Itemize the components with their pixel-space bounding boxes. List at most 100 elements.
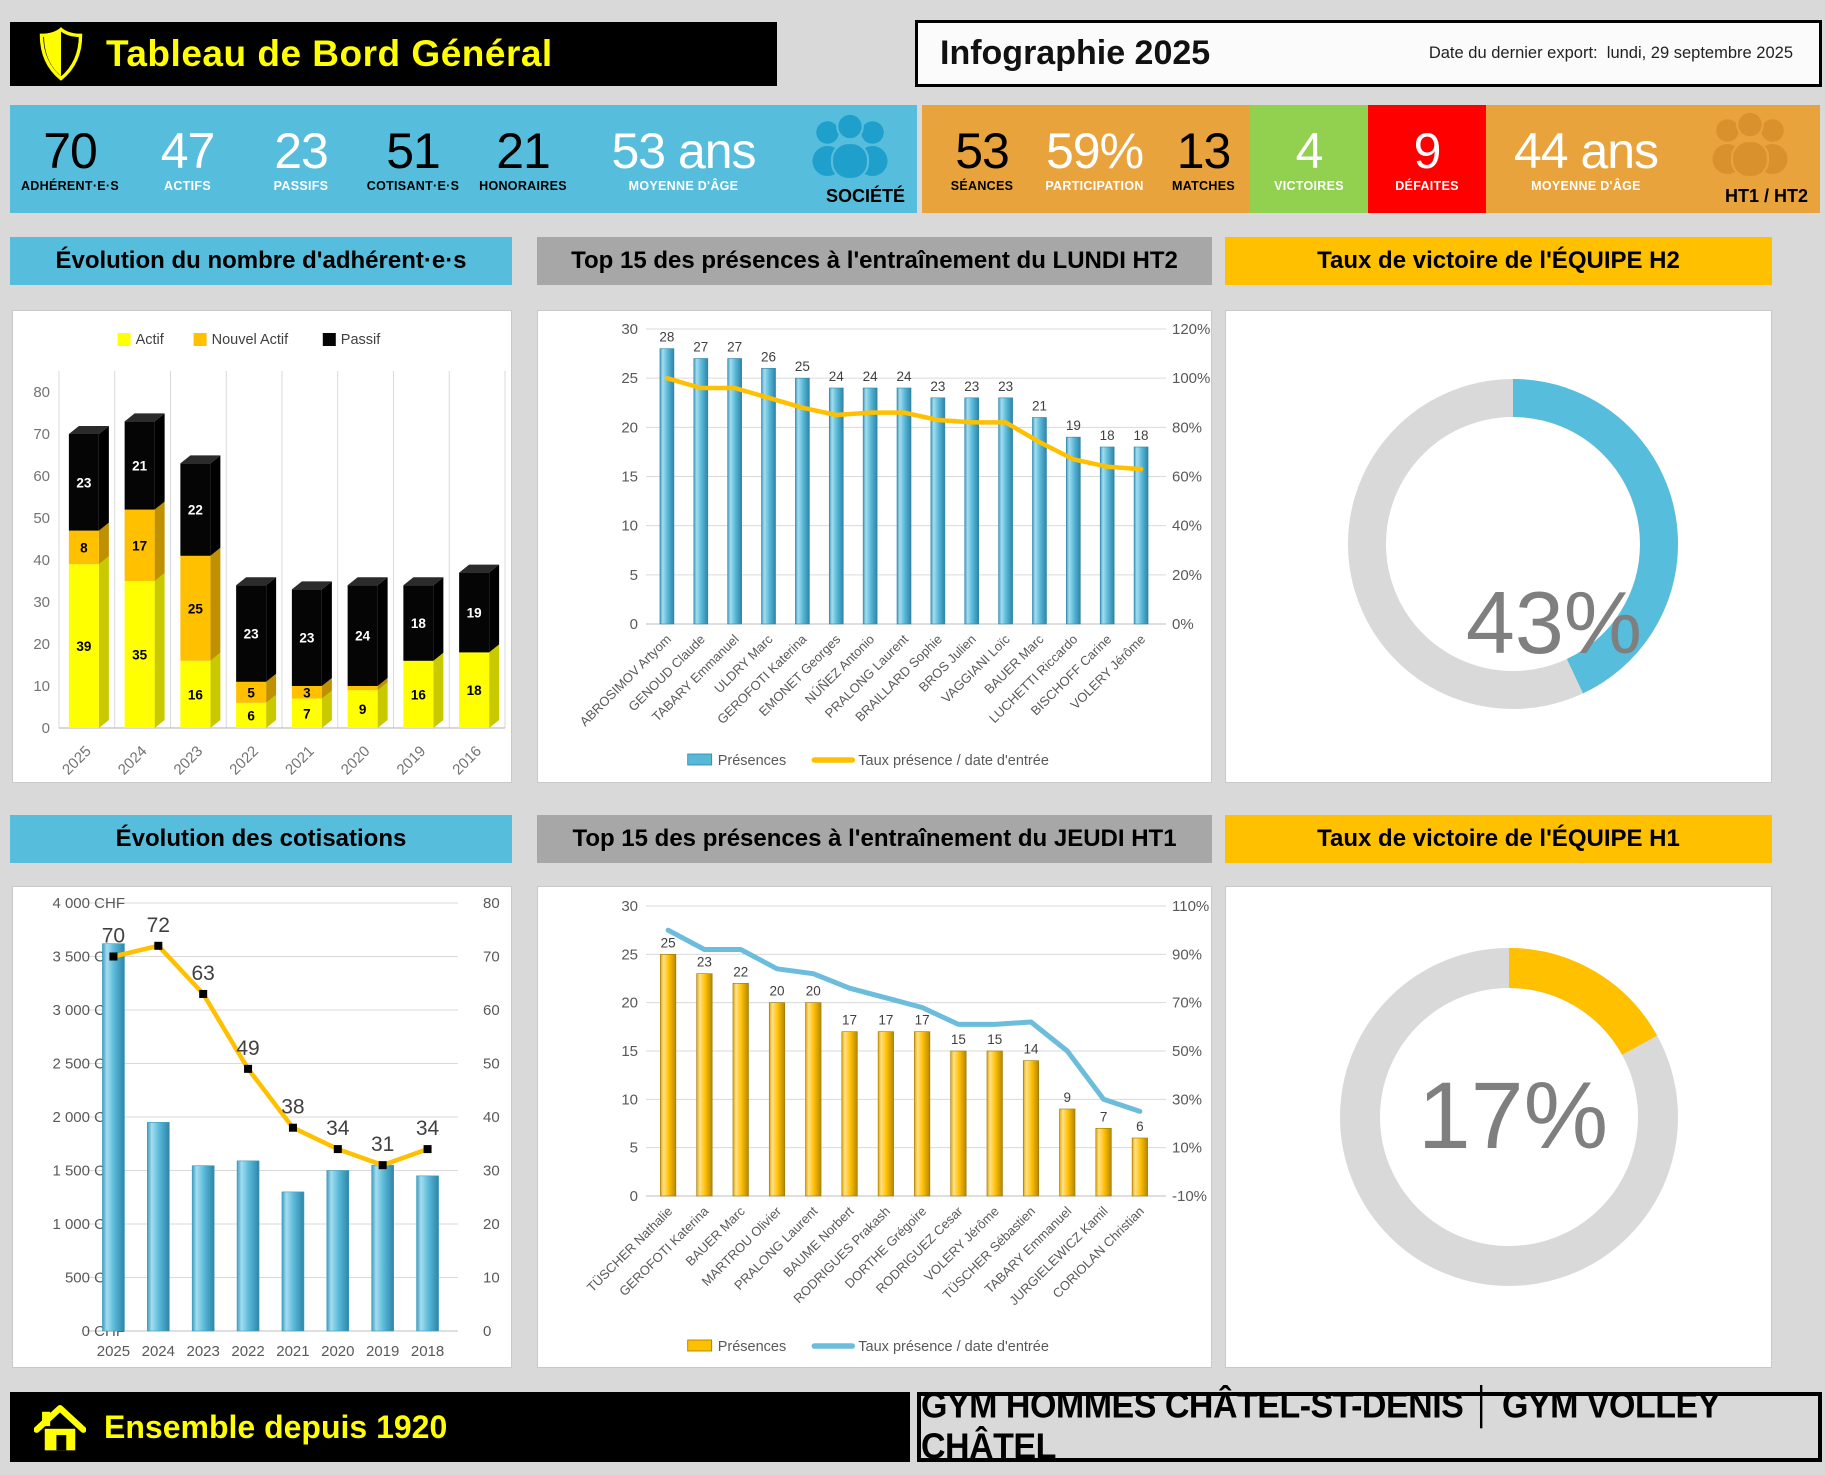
svg-text:22: 22 bbox=[733, 964, 748, 979]
svg-text:9: 9 bbox=[359, 702, 367, 717]
kpi-value: 21 bbox=[496, 123, 551, 179]
h2-donut-chart: 43% bbox=[1348, 379, 1678, 709]
svg-text:16: 16 bbox=[411, 687, 427, 702]
kpi-label: VICTOIRES bbox=[1274, 179, 1344, 193]
svg-text:Taux présence / date d'entrée: Taux présence / date d'entrée bbox=[858, 753, 1049, 769]
svg-text:Actif: Actif bbox=[136, 332, 165, 348]
svg-text:2025: 2025 bbox=[97, 1343, 130, 1360]
svg-text:2022: 2022 bbox=[226, 743, 262, 779]
svg-text:40: 40 bbox=[33, 552, 50, 569]
svg-text:27: 27 bbox=[727, 340, 742, 355]
svg-text:60%: 60% bbox=[1172, 469, 1202, 486]
svg-text:2021: 2021 bbox=[282, 743, 318, 779]
kpi-value: 47 bbox=[160, 123, 216, 179]
section-title-h2: Taux de victoire de l'ÉQUIPE H2 bbox=[1225, 237, 1772, 285]
svg-text:0%: 0% bbox=[1172, 616, 1194, 633]
svg-text:60: 60 bbox=[33, 468, 50, 485]
svg-text:4 000 CHF: 4 000 CHF bbox=[52, 895, 125, 912]
svg-text:24: 24 bbox=[829, 369, 845, 384]
svg-text:24: 24 bbox=[355, 629, 371, 644]
svg-text:70: 70 bbox=[102, 925, 125, 948]
svg-text:25: 25 bbox=[621, 370, 638, 387]
svg-text:21: 21 bbox=[1032, 399, 1047, 414]
jeudi-chart: 0 5 10 15 20 25 30 -10% 10% 30% 50% 70% 90% 110% 25 23 2… bbox=[584, 898, 1209, 1355]
svg-text:19: 19 bbox=[1066, 418, 1081, 433]
kpi-seances: 53 SÉANCES bbox=[932, 105, 1032, 213]
svg-text:3: 3 bbox=[303, 685, 311, 700]
adherents-chart-panel: Actif Nouvel Actif Passif 0 10 20 30 40 50 60 70 80… bbox=[12, 310, 512, 783]
kpi-defaites: 9 DÉFAITES bbox=[1368, 105, 1486, 213]
svg-text:17: 17 bbox=[878, 1013, 893, 1028]
svg-text:20: 20 bbox=[621, 419, 638, 436]
societe-cell: SOCIÉTÉ bbox=[790, 105, 917, 213]
h2-donut-panel: 43% bbox=[1225, 310, 1772, 783]
svg-text:Présences: Présences bbox=[718, 753, 787, 769]
svg-text:20%: 20% bbox=[1172, 567, 1202, 584]
svg-text:40%: 40% bbox=[1172, 518, 1202, 535]
svg-text:40: 40 bbox=[483, 1109, 500, 1126]
jeudi-chart-panel: 0 5 10 15 20 25 30 -10% 10% 30% 50% 70% 90% 110% 25 23 2… bbox=[537, 886, 1212, 1368]
svg-text:26: 26 bbox=[761, 349, 776, 364]
svg-text:7: 7 bbox=[303, 706, 311, 721]
footer-bar: Ensemble depuis 1920 bbox=[10, 1392, 910, 1462]
kpi-band-equipes: 53 SÉANCES 59% PARTICIPATION 13 MATCHES 4 VI… bbox=[922, 105, 1820, 213]
svg-text:70%: 70% bbox=[1172, 995, 1202, 1012]
kpi-label: HONORAIRES bbox=[479, 179, 567, 193]
kpi-band-societe: 70 ADHÉRENT·E·S 47 ACTIFS 23 PASSIFS 51 COTI… bbox=[10, 105, 917, 213]
kpi-adherents: 70 ADHÉRENT·E·S bbox=[10, 105, 130, 213]
svg-text:10: 10 bbox=[483, 1270, 500, 1287]
svg-text:23: 23 bbox=[76, 475, 92, 490]
section-title-h1: Taux de victoire de l'ÉQUIPE H1 bbox=[1225, 815, 1772, 863]
svg-text:10: 10 bbox=[33, 678, 50, 695]
svg-text:80: 80 bbox=[33, 384, 50, 401]
export-date: Date du dernier export: lundi, 29 septem… bbox=[1429, 44, 1793, 63]
section-title-adherents: Évolution du nombre d'adhérent·e·s bbox=[10, 237, 512, 285]
svg-text:43%: 43% bbox=[1466, 573, 1642, 672]
svg-text:2025: 2025 bbox=[59, 743, 95, 779]
kpi-value: 53 bbox=[955, 123, 1010, 179]
section-title-lundi: Top 15 des présences à l'entraînement du… bbox=[537, 237, 1212, 285]
section-title-jeudi: Top 15 des présences à l'entraînement du… bbox=[537, 815, 1212, 863]
page-title: Tableau de Bord Général bbox=[106, 33, 553, 74]
adherents-chart: Actif Nouvel Actif Passif 0 10 20 30 40 50 60 70 80… bbox=[33, 332, 506, 779]
svg-text:25: 25 bbox=[795, 359, 810, 374]
equipes-cell: HT1 / HT2 bbox=[1686, 105, 1820, 213]
svg-text:23: 23 bbox=[299, 631, 315, 646]
svg-text:10: 10 bbox=[621, 518, 638, 535]
svg-text:0: 0 bbox=[483, 1323, 491, 1340]
svg-text:2023: 2023 bbox=[187, 1343, 220, 1360]
export-date-value: lundi, 29 septembre 2025 bbox=[1606, 44, 1793, 62]
svg-text:38: 38 bbox=[281, 1096, 304, 1119]
svg-text:2021: 2021 bbox=[276, 1343, 309, 1360]
footer-motto: Ensemble depuis 1920 bbox=[104, 1408, 448, 1445]
svg-text:2020: 2020 bbox=[338, 743, 374, 779]
svg-text:80: 80 bbox=[483, 895, 500, 912]
kpi-value: 13 bbox=[1176, 123, 1232, 179]
kpi-label: MATCHES bbox=[1172, 179, 1235, 193]
svg-text:2023: 2023 bbox=[171, 743, 207, 779]
kpi-honoraires: 21 HONORAIRES bbox=[469, 105, 577, 213]
svg-text:17: 17 bbox=[132, 538, 147, 553]
svg-text:23: 23 bbox=[998, 379, 1013, 394]
svg-text:90%: 90% bbox=[1172, 946, 1202, 963]
svg-text:23: 23 bbox=[930, 379, 945, 394]
kpi-value: 51 bbox=[386, 123, 441, 179]
export-date-label: Date du dernier export: bbox=[1428, 44, 1598, 62]
svg-text:50: 50 bbox=[33, 510, 50, 527]
kpi-age-moyen-equipes: 44 ans MOYENNE D'ÂGE bbox=[1486, 105, 1686, 213]
kpi-participation: 59% PARTICIPATION bbox=[1032, 105, 1157, 213]
kpi-victoires: 4 VICTOIRES bbox=[1250, 105, 1368, 213]
h1-donut-panel: 17% bbox=[1225, 886, 1772, 1368]
svg-text:20: 20 bbox=[33, 636, 50, 653]
kpi-value: 44 ans bbox=[1513, 123, 1659, 179]
kpi-value: 53 ans bbox=[611, 123, 756, 179]
h1-donut-chart: 17% bbox=[1340, 948, 1678, 1286]
svg-text:19: 19 bbox=[467, 606, 482, 621]
svg-text:35: 35 bbox=[132, 648, 148, 663]
svg-text:2024: 2024 bbox=[142, 1343, 175, 1360]
kpi-actifs: 47 ACTIFS bbox=[130, 105, 245, 213]
svg-text:20: 20 bbox=[621, 995, 638, 1012]
svg-text:7: 7 bbox=[1100, 1109, 1108, 1124]
svg-text:30: 30 bbox=[483, 1163, 500, 1180]
svg-text:15: 15 bbox=[621, 1043, 638, 1060]
